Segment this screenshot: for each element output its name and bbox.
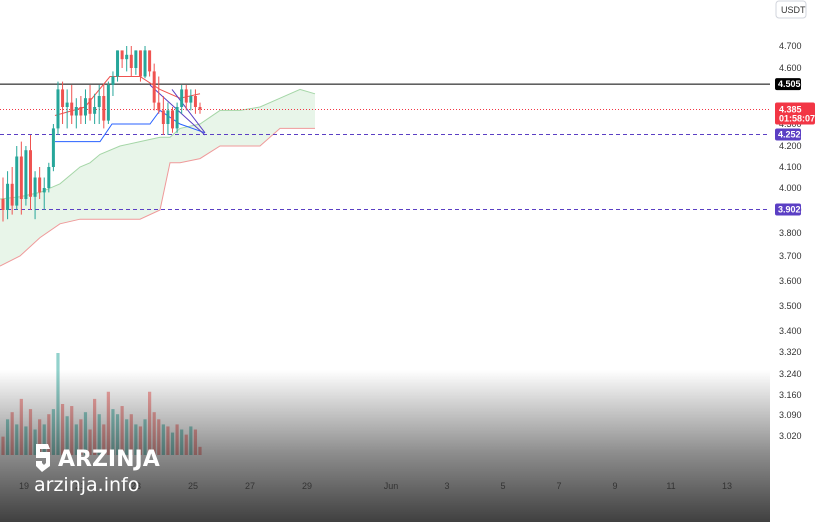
candle	[161, 96, 165, 135]
watermark-brand: ARZINJA	[58, 447, 160, 472]
x-tick-label: 27	[245, 481, 255, 491]
current-price-label: 4.385	[779, 105, 802, 115]
x-tick-label: 7	[556, 481, 561, 491]
currency-badge[interactable]: USDT	[775, 0, 807, 19]
watermark-fade	[0, 370, 770, 522]
candle	[28, 135, 32, 210]
candle	[111, 71, 115, 96]
candle	[180, 85, 184, 114]
candle	[116, 50, 120, 82]
y-tick-label: 3.020	[779, 431, 802, 441]
currency-label: USDT	[781, 5, 806, 15]
candle	[38, 167, 42, 199]
x-axis: 19 21 23 25 27 29 Jun 3 5 7 9 11 13	[19, 481, 732, 491]
x-tick-label: 13	[722, 481, 732, 491]
y-tick-label: 3.160	[779, 390, 802, 400]
price-tag-label: 4.252	[778, 130, 801, 140]
candle	[152, 63, 156, 111]
span-b-line	[0, 127, 315, 267]
candle	[171, 107, 175, 133]
candle	[129, 46, 133, 77]
candle	[56, 81, 60, 135]
y-axis: 4.7004.6004.5004.4004.3004.2004.1004.000…	[779, 41, 802, 441]
candle	[1, 177, 5, 222]
y-tick-label: 3.500	[779, 301, 802, 311]
x-tick-label: 19	[19, 481, 29, 491]
x-tick-label: Jun	[384, 481, 399, 491]
candle	[33, 171, 37, 220]
candle	[42, 177, 46, 210]
y-tick-label: 4.600	[779, 63, 802, 73]
ichimoku-cloud	[0, 88, 316, 267]
candle	[79, 96, 83, 124]
candle	[134, 50, 138, 75]
candle	[61, 81, 65, 124]
candle	[148, 50, 152, 77]
x-tick-label: 21	[75, 481, 85, 491]
price-lines	[0, 83, 770, 211]
y-tick-label: 4.700	[779, 41, 802, 51]
candle	[51, 124, 55, 172]
price-tag[interactable]: 4.505	[775, 78, 801, 91]
watermark-site: arzinja.info	[34, 474, 139, 496]
candle	[65, 89, 69, 129]
y-tick-label: 3.400	[779, 326, 802, 336]
x-tick-label: 23	[131, 481, 141, 491]
y-tick-label: 4.100	[779, 162, 802, 172]
arzinja-logo-icon	[36, 444, 50, 472]
candle	[198, 102, 202, 114]
candle	[97, 85, 101, 124]
price-tag-label: 4.505	[778, 79, 801, 89]
candle	[10, 167, 14, 215]
candlesticks	[1, 46, 202, 222]
price-tag[interactable]: 3.902	[775, 203, 801, 216]
candle	[125, 46, 129, 72]
candle	[19, 141, 23, 215]
y-tick-label: 4.000	[779, 183, 802, 193]
candle	[120, 50, 124, 68]
candle	[47, 162, 51, 193]
candle	[184, 85, 188, 111]
x-tick-label: 9	[612, 481, 617, 491]
x-tick-label: 29	[302, 481, 312, 491]
candle	[166, 102, 170, 135]
span-a-line	[0, 88, 316, 200]
countdown-label: 01:58:07	[779, 114, 815, 124]
y-tick-label: 3.800	[779, 228, 802, 238]
candle	[193, 89, 197, 114]
price-tag-label: 3.902	[778, 205, 801, 215]
candle	[102, 85, 106, 129]
candle	[70, 85, 74, 124]
y-tick-label: 3.700	[779, 251, 802, 261]
candle	[138, 50, 142, 82]
y-tick-label: 3.240	[779, 369, 802, 379]
candle	[74, 98, 78, 129]
y-tick-label: 3.600	[779, 276, 802, 286]
y-tick-label: 3.090	[779, 410, 802, 420]
candle	[24, 146, 28, 206]
cloud-area	[0, 89, 315, 267]
y-tick-label: 4.200	[779, 141, 802, 151]
candle	[106, 81, 110, 124]
x-tick-label: 25	[188, 481, 198, 491]
candle	[6, 171, 10, 220]
candle	[88, 85, 92, 121]
y-tick-label: 3.320	[779, 347, 802, 357]
candle	[143, 46, 147, 79]
candle	[15, 146, 19, 210]
candle	[189, 89, 193, 111]
candle	[157, 76, 161, 114]
price-tag[interactable]: 4.252	[775, 128, 801, 141]
candle	[83, 89, 87, 124]
x-tick-label: 5	[500, 481, 505, 491]
candle	[93, 93, 97, 124]
x-tick-label: 11	[666, 481, 675, 491]
candle	[175, 102, 179, 133]
watermark: ARZINJA arzinja.info	[34, 444, 160, 496]
x-tick-label: 3	[444, 481, 449, 491]
